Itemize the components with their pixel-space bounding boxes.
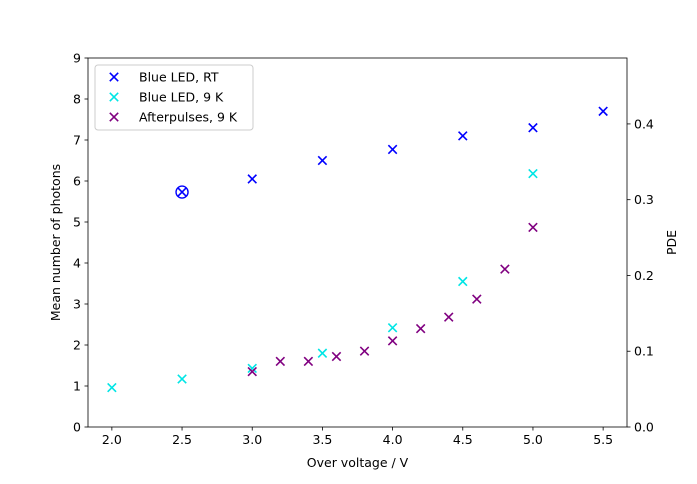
x-tick-label-3: 3.5 bbox=[312, 432, 332, 447]
marker-stroke bbox=[387, 323, 398, 333]
marker-stroke bbox=[387, 336, 398, 346]
marker-stroke bbox=[458, 276, 468, 287]
series-2-point bbox=[472, 294, 482, 304]
marker-stroke bbox=[359, 346, 370, 356]
series-0-point bbox=[177, 187, 187, 197]
x-tick-label-7: 5.5 bbox=[593, 432, 613, 447]
marker-stroke bbox=[107, 382, 117, 393]
series-2-point bbox=[443, 312, 454, 322]
legend-label-1: Blue LED, 9 K bbox=[139, 90, 224, 105]
y-tick-label-0: 0 bbox=[73, 420, 81, 435]
x-tick-label-1: 2.5 bbox=[172, 432, 192, 447]
marker-stroke bbox=[109, 72, 119, 82]
y-tick-label-2: 2 bbox=[73, 338, 81, 353]
series-2-point bbox=[500, 264, 510, 274]
marker-stroke bbox=[472, 294, 482, 304]
x-tick-label-4: 4.0 bbox=[383, 432, 403, 447]
series-1-point bbox=[317, 348, 328, 358]
y2-tick-label-0: 0.0 bbox=[634, 420, 654, 435]
y2-tick-label-2: 0.2 bbox=[634, 268, 654, 283]
series-2-point bbox=[275, 356, 286, 367]
y-tick-label-6: 6 bbox=[73, 174, 81, 189]
marker-stroke bbox=[387, 144, 398, 155]
series-2-point bbox=[331, 351, 342, 362]
marker-stroke bbox=[303, 356, 314, 367]
x-tick-label-5: 4.5 bbox=[453, 432, 473, 447]
marker-stroke bbox=[317, 155, 328, 166]
legend-box bbox=[94, 64, 254, 131]
legend-label-2: Afterpulses, 9 K bbox=[139, 110, 238, 125]
marker-stroke bbox=[528, 222, 538, 233]
marker-stroke bbox=[598, 106, 608, 117]
marker-stroke bbox=[177, 187, 187, 197]
series-2-point bbox=[528, 222, 538, 233]
series-2-point bbox=[387, 336, 398, 346]
series-1-point bbox=[247, 363, 257, 374]
series-0-point bbox=[247, 174, 257, 184]
y2-tick-label-3: 0.3 bbox=[634, 192, 654, 207]
y-tick-label-7: 7 bbox=[73, 133, 81, 148]
marker-stroke bbox=[247, 174, 257, 184]
y-tick-label-4: 4 bbox=[73, 256, 81, 271]
marker-stroke bbox=[275, 356, 286, 367]
marker-stroke bbox=[109, 92, 119, 102]
legend-marker-2 bbox=[109, 112, 119, 122]
series-1-point bbox=[528, 168, 538, 179]
marker-stroke bbox=[528, 122, 538, 133]
y-tick-label-5: 5 bbox=[73, 215, 81, 230]
y-tick-label-1: 1 bbox=[73, 379, 81, 394]
series-1-point bbox=[107, 382, 117, 393]
marker-stroke bbox=[247, 366, 257, 377]
y-tick-label-9: 9 bbox=[73, 51, 81, 66]
legend-marker-0 bbox=[109, 72, 119, 82]
highlight-circle bbox=[175, 185, 189, 199]
series-0-point bbox=[528, 122, 538, 133]
marker-stroke bbox=[247, 363, 257, 374]
marker-stroke bbox=[177, 374, 187, 384]
series-0-point bbox=[317, 155, 328, 166]
legend-label-0: Blue LED, RT bbox=[139, 70, 219, 85]
plot-frame bbox=[87, 57, 628, 428]
series-1-point bbox=[177, 374, 187, 384]
y2-tick-label-4: 0.4 bbox=[634, 116, 654, 131]
series-2-point bbox=[303, 356, 314, 367]
marker-stroke bbox=[528, 168, 538, 179]
y-axis-label: Mean number of photons bbox=[48, 164, 63, 321]
marker-stroke bbox=[458, 131, 468, 141]
series-2-point bbox=[359, 346, 370, 356]
marker-stroke bbox=[331, 351, 342, 362]
x-tick-label-2: 3.0 bbox=[242, 432, 262, 447]
series-1-point bbox=[458, 276, 468, 287]
x-tick-label-0: 2.0 bbox=[102, 432, 122, 447]
series-1-point bbox=[387, 323, 398, 333]
marker-stroke bbox=[443, 312, 454, 322]
legend-marker-1 bbox=[109, 92, 119, 102]
series-0-point bbox=[598, 106, 608, 117]
marker-stroke bbox=[317, 348, 328, 358]
marker-stroke bbox=[415, 323, 426, 334]
marker-stroke bbox=[500, 264, 510, 274]
y2-axis-label: PDE bbox=[664, 230, 679, 255]
marker-stroke bbox=[109, 112, 119, 122]
y-tick-label-3: 3 bbox=[73, 297, 81, 312]
y2-tick-label-1: 0.1 bbox=[634, 344, 654, 359]
y-tick-label-8: 8 bbox=[73, 92, 81, 107]
series-2-point bbox=[415, 323, 426, 334]
x-tick-label-6: 5.0 bbox=[523, 432, 543, 447]
series-0-point bbox=[458, 131, 468, 141]
series-0-point bbox=[387, 144, 398, 155]
series-2-point bbox=[247, 366, 257, 377]
x-axis-label: Over voltage / V bbox=[307, 455, 409, 470]
